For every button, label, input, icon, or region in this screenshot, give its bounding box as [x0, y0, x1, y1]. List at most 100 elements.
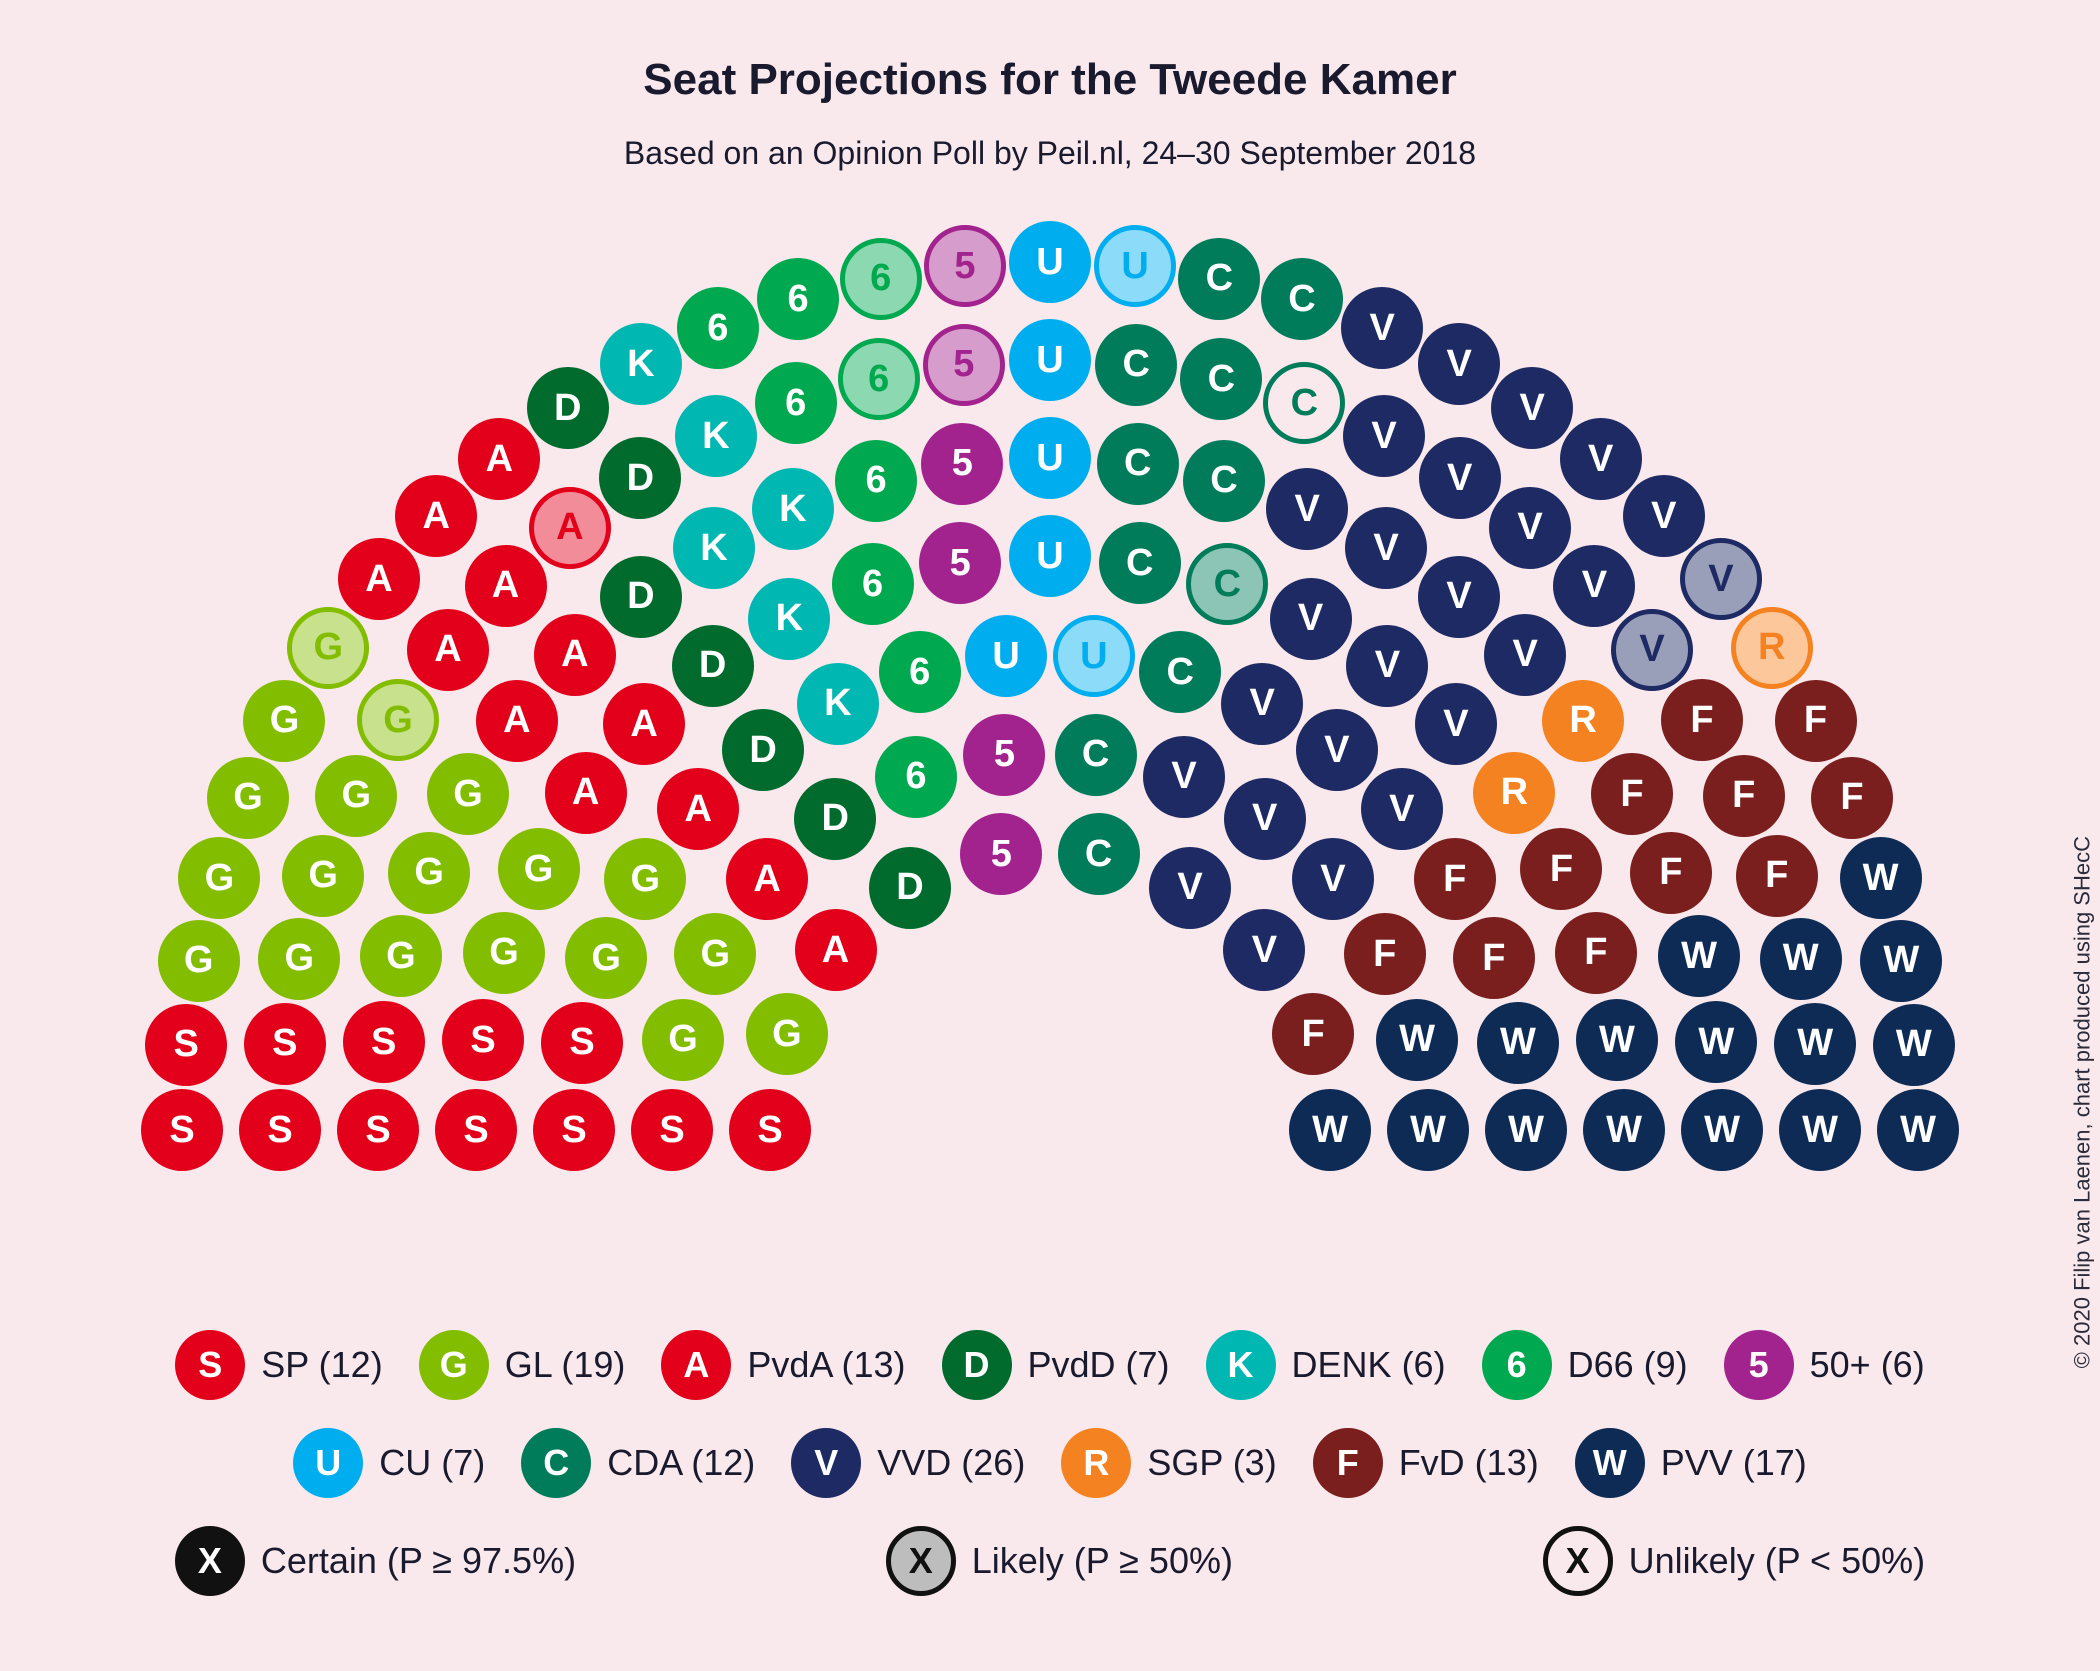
seat: S [239, 1089, 321, 1171]
seat: S [145, 1004, 227, 1086]
seat: S [435, 1089, 517, 1171]
seat: 5 [924, 225, 1006, 307]
seat: G [287, 607, 369, 689]
legend-item: XCertain (P ≥ 97.5%) [175, 1526, 576, 1596]
seat: F [1591, 753, 1673, 835]
seat: S [729, 1089, 811, 1171]
seat: C [1180, 338, 1262, 420]
legend-dot: G [419, 1330, 489, 1400]
seat: F [1775, 680, 1857, 762]
seat: A [795, 909, 877, 991]
seat: V [1418, 323, 1500, 405]
seat: W [1477, 1002, 1559, 1084]
legend-dot: K [1206, 1330, 1276, 1400]
seat: C [1263, 362, 1345, 444]
seat: 6 [840, 238, 922, 320]
legend-label: PVV (17) [1661, 1442, 1807, 1484]
seat: 5 [919, 522, 1001, 604]
seat: S [533, 1089, 615, 1171]
seat: V [1224, 778, 1306, 860]
seat: D [527, 367, 609, 449]
legend-dot: V [791, 1428, 861, 1498]
seat: A [338, 538, 420, 620]
seat: W [1760, 918, 1842, 1000]
seat: C [1058, 813, 1140, 895]
seat: D [599, 437, 681, 519]
seat: W [1583, 1089, 1665, 1171]
seat: F [1453, 917, 1535, 999]
legend-label: CDA (12) [607, 1442, 755, 1484]
seat: G [498, 828, 580, 910]
seat: F [1272, 993, 1354, 1075]
seat: V [1560, 418, 1642, 500]
seat: G [357, 679, 439, 761]
seat: U [1009, 221, 1091, 303]
seat: U [1009, 319, 1091, 401]
seat: F [1520, 828, 1602, 910]
seat: 6 [757, 258, 839, 340]
seat: U [1094, 225, 1176, 307]
seat: G [642, 999, 724, 1081]
legend-label: VVD (26) [877, 1442, 1025, 1484]
seat: V [1553, 545, 1635, 627]
seat: 5 [960, 813, 1042, 895]
chart-subtitle: Based on an Opinion Poll by Peil.nl, 24–… [0, 135, 2100, 172]
seat: S [442, 999, 524, 1081]
seat: 6 [677, 287, 759, 369]
legend-probability-row: XCertain (P ≥ 97.5%)XLikely (P ≥ 50%)XUn… [50, 1526, 2050, 1596]
seat: V [1341, 287, 1423, 369]
seat: G [282, 835, 364, 917]
legend-item: APvdA (13) [661, 1330, 905, 1400]
legend-label: Unlikely (P < 50%) [1629, 1540, 1925, 1582]
legend-item: FFvD (13) [1313, 1428, 1539, 1498]
seat: 6 [838, 338, 920, 420]
seat: V [1149, 847, 1231, 929]
chart-title: Seat Projections for the Tweede Kamer [0, 55, 2100, 105]
legend-item: K DENK (6) [1206, 1330, 1446, 1400]
seat: R [1473, 752, 1555, 834]
seat: V [1418, 556, 1500, 638]
legend-dot: A [661, 1330, 731, 1400]
seat: 6 [835, 440, 917, 522]
legend-label: PvdD (7) [1028, 1344, 1170, 1386]
seat: A [603, 683, 685, 765]
seat: G [258, 918, 340, 1000]
seat: G [427, 753, 509, 835]
legend-dot: 5 [1724, 1330, 1794, 1400]
seat: C [1139, 631, 1221, 713]
seat: A [395, 475, 477, 557]
seat: V [1223, 909, 1305, 991]
seat: V [1680, 538, 1762, 620]
legend: SSP (12) G GL (19) APvdA (13) DPvdD (7) K DENK… [50, 1330, 2050, 1624]
seat: C [1097, 423, 1179, 505]
seat: 5 [963, 714, 1045, 796]
seat: C [1095, 324, 1177, 406]
seat: V [1266, 468, 1348, 550]
legend-label: GL (19) [505, 1344, 626, 1386]
legend-item: G GL (19) [419, 1330, 626, 1400]
legend-item: DPvdD (7) [942, 1330, 1170, 1400]
seat: W [1658, 915, 1740, 997]
seat: G [388, 832, 470, 914]
seat: W [1840, 837, 1922, 919]
seat: W [1860, 920, 1942, 1002]
seat: G [746, 993, 828, 1075]
seat: K [600, 323, 682, 405]
seat: V [1489, 487, 1571, 569]
seat: A [529, 487, 611, 569]
seat: F [1414, 838, 1496, 920]
legend-label: FvD (13) [1399, 1442, 1539, 1484]
legend-item: SSP (12) [175, 1330, 382, 1400]
legend-label: DENK (6) [1292, 1344, 1446, 1386]
seat: V [1221, 663, 1303, 745]
legend-dot: 6 [1482, 1330, 1552, 1400]
seat: K [797, 663, 879, 745]
seat: G [565, 917, 647, 999]
legend-label: Likely (P ≥ 50%) [972, 1540, 1233, 1582]
seat: 6 [755, 362, 837, 444]
chart-frame: Seat Projections for the Tweede Kamer Ba… [0, 0, 2100, 1671]
seat: K [752, 468, 834, 550]
seat: G [604, 838, 686, 920]
legend-dot: C [521, 1428, 591, 1498]
seat: W [1774, 1003, 1856, 1085]
